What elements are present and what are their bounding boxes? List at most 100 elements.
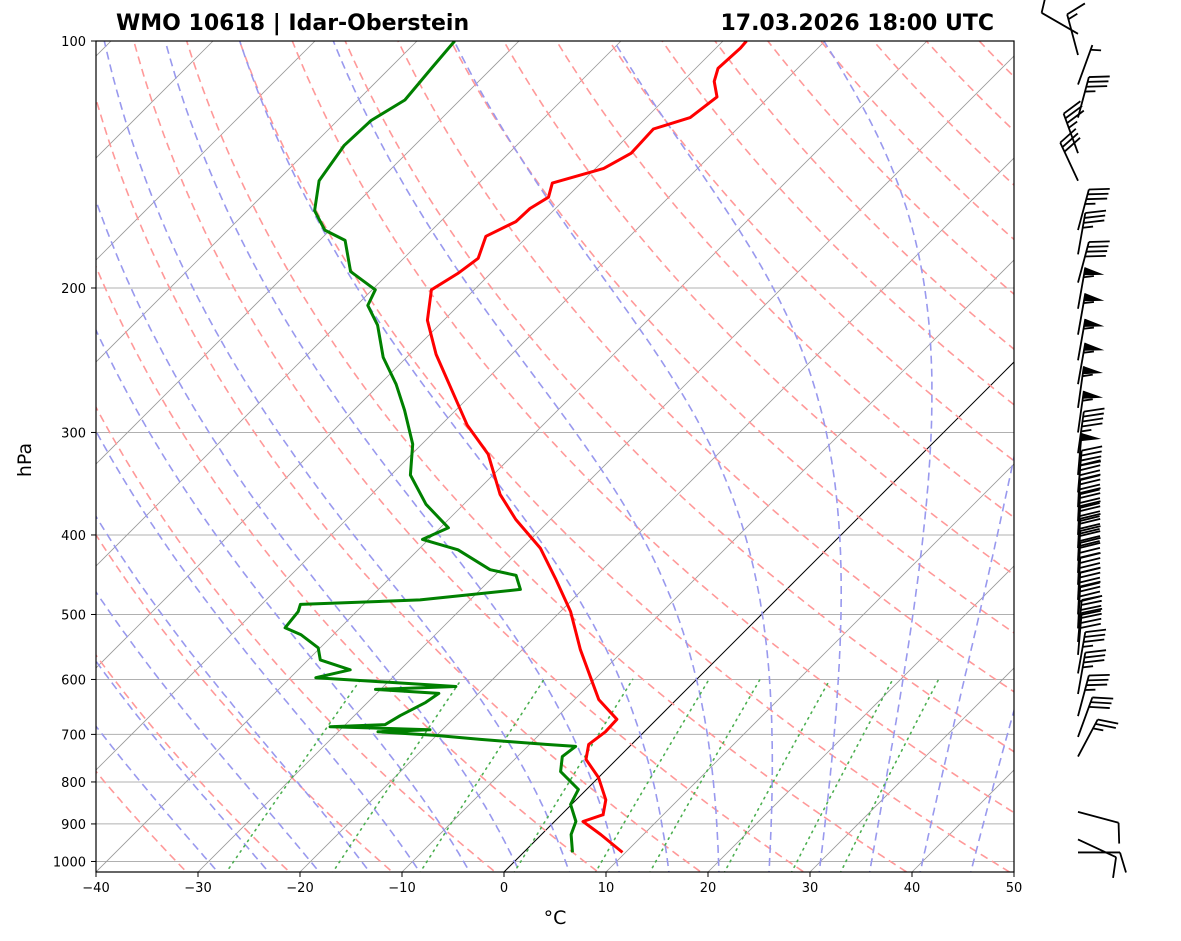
wind-barb xyxy=(1077,209,1107,255)
wind-barb-feather xyxy=(1079,590,1101,598)
wind-barb-feather xyxy=(1083,407,1105,413)
moist-adiabat-line xyxy=(332,41,720,872)
x-tick-label: 10 xyxy=(598,881,615,896)
moist-adiabat-line xyxy=(96,328,471,872)
background-lines xyxy=(96,23,1181,879)
x-tick-label: −10 xyxy=(388,881,415,896)
dry-adiabat-line xyxy=(925,41,1014,132)
wind-barb-feather xyxy=(1079,530,1101,537)
isotherm-line xyxy=(96,41,214,159)
wind-barb-half-feather xyxy=(1067,12,1078,21)
isotherm-line xyxy=(197,55,1014,872)
isotherm-line xyxy=(96,41,520,465)
wind-barb-feather xyxy=(1079,517,1101,525)
wind-barb-staff xyxy=(1077,342,1087,385)
y-tick-label: 400 xyxy=(61,529,86,544)
wind-barb-feather xyxy=(1085,209,1107,214)
dry-adiabat-line xyxy=(502,41,1014,576)
wind-barb-half-feather xyxy=(1082,373,1093,378)
wind-barb-staff xyxy=(1077,293,1087,335)
wind-barb-feather xyxy=(1079,510,1101,518)
mixing-ratio-line xyxy=(594,678,710,872)
wind-barb-feather xyxy=(1079,505,1101,513)
wind-barb-feather xyxy=(1079,483,1101,491)
wind-barb-feather xyxy=(1063,100,1081,115)
wind-barb-half-feather xyxy=(1083,350,1095,354)
wind-barb-half-feather xyxy=(1083,326,1095,330)
moist-adiabat-line xyxy=(96,198,521,872)
wind-barb-staff xyxy=(1077,612,1083,655)
wind-barb-feather xyxy=(1080,617,1102,624)
wind-barb-staff xyxy=(1077,366,1085,409)
moist-adiabat-line xyxy=(164,41,620,872)
wind-barb-half-feather xyxy=(1080,428,1092,433)
wind-barb-pennant xyxy=(1083,267,1105,276)
wind-barb-staff xyxy=(1077,411,1085,454)
mixing-ratio-line xyxy=(839,678,940,872)
wind-barb xyxy=(1077,594,1103,642)
wind-barb-feather xyxy=(1085,649,1107,654)
wind-barb-feather xyxy=(1079,487,1101,494)
wind-barb xyxy=(1077,366,1104,409)
y-axis-label: hPa xyxy=(14,443,36,477)
wind-barb xyxy=(1077,240,1110,283)
wind-barb-feather xyxy=(1087,245,1109,248)
wind-barb xyxy=(1077,838,1117,878)
wind-barb-feather xyxy=(1079,562,1101,569)
wind-barb-feather xyxy=(1079,525,1101,532)
mixing-ratio-line xyxy=(331,678,463,872)
plot-frame xyxy=(95,40,1015,873)
moist-adiabat-line xyxy=(613,41,843,872)
x-tick-label: −20 xyxy=(286,881,313,896)
wind-barb-feather xyxy=(1087,192,1109,196)
mixing-ratio-line xyxy=(723,678,831,872)
y-tick-label: 700 xyxy=(61,728,86,743)
wind-barb-feather xyxy=(1119,852,1127,873)
wind-barb-feather xyxy=(1079,473,1101,481)
wind-barb-feather xyxy=(1087,678,1109,682)
mixing-ratio-line xyxy=(649,678,761,872)
dry-adiabat-line xyxy=(185,41,909,872)
wind-barb xyxy=(1066,2,1086,56)
moist-adiabat-line xyxy=(96,590,321,872)
wind-barb-feather xyxy=(1079,478,1101,486)
wind-barb-pennant xyxy=(1083,342,1105,351)
y-tick-label: 800 xyxy=(61,776,86,791)
wind-barb-feather xyxy=(1079,552,1101,559)
wind-barb-feather xyxy=(1059,128,1077,144)
wind-barb-feather xyxy=(1040,0,1046,14)
wind-barb xyxy=(1077,718,1119,757)
wind-barb-staff xyxy=(1077,44,1094,85)
wind-barb xyxy=(1077,318,1105,361)
dry-adiabat-line xyxy=(96,653,291,872)
wind-barb-feather xyxy=(1087,80,1109,83)
wind-barb-staff xyxy=(1077,599,1083,642)
wind-barb-half-feather xyxy=(1092,727,1104,732)
moist-adiabat-line xyxy=(453,41,774,872)
wind-barb-feather xyxy=(1112,857,1117,878)
x-tick-label: 30 xyxy=(802,881,819,896)
x-tick-label: 40 xyxy=(904,881,921,896)
mixing-ratio-line xyxy=(419,678,545,872)
wind-barb-feather xyxy=(1095,723,1117,729)
wind-barb-staff xyxy=(1077,631,1087,674)
wind-barb xyxy=(1059,128,1081,182)
wind-barb-feather xyxy=(1079,576,1101,584)
moist-adiabat-line xyxy=(96,429,421,872)
isotherm-line xyxy=(96,41,826,771)
wind-barb-feather xyxy=(1080,604,1102,611)
wind-barb-staff xyxy=(1077,390,1085,433)
wind-barb-feather xyxy=(1079,512,1101,520)
wind-barb-feather xyxy=(1079,469,1101,477)
wind-barb-feather xyxy=(1088,674,1110,677)
x-tick-label: 50 xyxy=(1006,881,1023,896)
wind-barb-feather xyxy=(1084,654,1106,659)
dry-adiabat-line xyxy=(96,770,188,872)
wind-barb-half-feather xyxy=(1090,48,1102,52)
wind-barb-staff xyxy=(1077,76,1090,118)
isotherm-line xyxy=(96,41,928,872)
dry-adiabat-line xyxy=(96,96,703,872)
wind-barb-feather xyxy=(1088,75,1110,78)
wind-barb-feather xyxy=(1079,540,1100,547)
dry-adiabat-line xyxy=(1014,23,1181,879)
